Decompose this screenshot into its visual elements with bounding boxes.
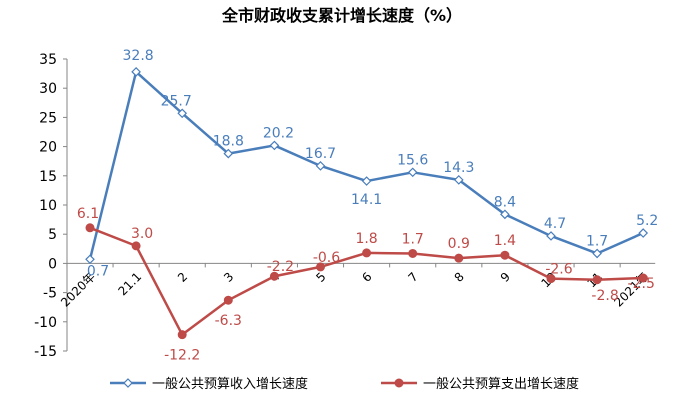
x-tick-label: 5: [313, 270, 328, 285]
legend-label: 一般公共预算收入增长速度: [152, 376, 308, 392]
series-2: 6.1 3.0 -12.2 -6.3 -2.2 -0.6 1.8 1.7 0.9 1.4 -2.6 -…: [77, 206, 655, 364]
data-label: 1.8: [355, 231, 377, 247]
data-label: 1.7: [402, 231, 424, 247]
data-label: 14.1: [351, 192, 382, 208]
data-point: [85, 223, 95, 233]
y-tick-label: 35: [39, 52, 57, 68]
data-label: 4.7: [544, 216, 566, 232]
y-tick-label: 25: [39, 110, 57, 126]
data-label: 20.2: [263, 125, 294, 141]
x-tick-label: 7: [406, 270, 421, 285]
data-point: [177, 108, 188, 119]
data-label: 0.7: [87, 263, 109, 279]
y-tick-label: -15: [34, 344, 57, 360]
data-point: [316, 262, 325, 272]
data-point: [638, 228, 649, 238]
x-tick-label: 8: [452, 270, 467, 285]
x-tick-label: 21.1: [115, 270, 144, 299]
data-point: [408, 248, 418, 258]
axes: -15-10-5051015202530352020年21.1234567891…: [34, 52, 656, 360]
data-label: 3.0: [131, 226, 153, 242]
data-point: [223, 295, 233, 305]
data-point: [85, 254, 95, 265]
y-tick-label: 30: [39, 81, 57, 97]
data-point: [407, 167, 418, 178]
data-point: [315, 161, 326, 171]
data-label: 15.6: [397, 152, 428, 168]
series-1: 0.7 32.8 25.7 18.8 20.2 16.7 14.1 15.6 14.3 8.4 4.…: [85, 48, 658, 279]
data-point: [546, 274, 556, 284]
data-label: 25.7: [161, 93, 192, 109]
data-point: [223, 148, 234, 159]
data-point: [592, 275, 602, 285]
data-point: [362, 248, 372, 258]
series-layer: 0.7 32.8 25.7 18.8 20.2 16.7 14.1 15.6 14.3 8.4 4.…: [77, 48, 658, 364]
data-label: -2.2: [267, 259, 294, 275]
data-label: 5.2: [636, 213, 658, 229]
legend-item: 一般公共预算支出增长速度: [381, 376, 579, 392]
data-label: -6.3: [215, 313, 242, 329]
data-label: 18.8: [213, 134, 244, 150]
data-point: [546, 231, 556, 241]
data-point: [453, 175, 464, 185]
y-tick-label: 15: [39, 169, 57, 185]
y-tick-label: -10: [34, 315, 57, 331]
data-point: [177, 330, 187, 340]
legend: 一般公共预算收入增长速度 一般公共预算支出增长速度: [110, 376, 579, 392]
legend-marker: [394, 378, 404, 388]
x-tick-label: 2: [175, 270, 190, 285]
chart-title: 全市财政收支累计增长速度（%）: [221, 6, 462, 25]
data-label: -2.6: [545, 262, 572, 278]
data-label: -0.6: [313, 250, 340, 266]
data-point: [269, 271, 279, 281]
data-label: 1.7: [586, 233, 608, 249]
data-point: [454, 253, 464, 263]
data-point: [131, 66, 141, 77]
data-point: [500, 209, 510, 220]
data-label: 0.9: [448, 236, 470, 252]
legend-marker: [123, 378, 133, 388]
data-label: -2.5: [628, 276, 655, 292]
data-point: [131, 241, 141, 251]
legend-label: 一般公共预算支出增长速度: [423, 376, 579, 392]
data-label: -2.8: [591, 288, 618, 304]
data-label: 14.3: [443, 160, 474, 176]
data-label: 6.1: [77, 206, 99, 222]
y-tick-label: 10: [39, 198, 57, 214]
data-label: 1.4: [494, 233, 516, 249]
legend-item: 一般公共预算收入增长速度: [110, 376, 308, 392]
x-tick-label: 9: [498, 270, 513, 285]
y-tick-label: 0: [48, 256, 57, 272]
y-tick-label: 20: [39, 140, 57, 156]
data-point: [500, 250, 510, 260]
data-label: 32.8: [123, 48, 154, 64]
data-point: [638, 273, 648, 283]
y-tick-label: -5: [43, 286, 57, 302]
data-label: 16.7: [305, 146, 336, 162]
x-tick-label: 3: [221, 270, 236, 285]
y-tick-label: 5: [48, 227, 57, 243]
data-point: [269, 140, 280, 151]
data-label: -12.2: [164, 348, 200, 364]
data-point: [592, 248, 602, 259]
x-tick-label: 6: [359, 270, 374, 285]
data-label: 8.4: [494, 194, 516, 210]
data-point: [361, 176, 372, 186]
